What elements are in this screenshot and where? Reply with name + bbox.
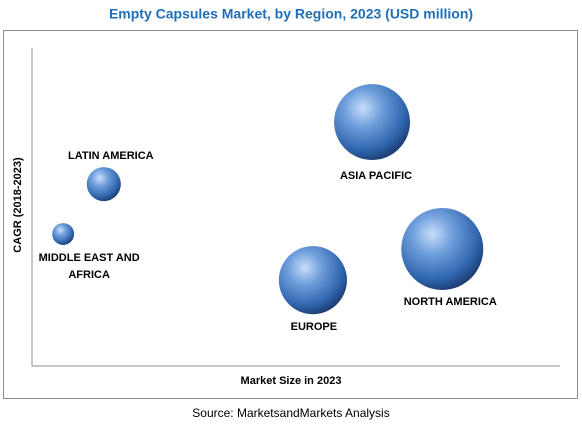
x-axis-label: Market Size in 2023 <box>241 375 342 387</box>
chart-title: Empty Capsules Market, by Region, 2023 (… <box>109 6 473 22</box>
point-label: NORTH AMERICA <box>404 296 497 308</box>
point-label: ASIA PACIFIC <box>340 170 412 182</box>
bubble <box>278 246 347 315</box>
frame <box>3 30 578 399</box>
bubble <box>52 223 75 245</box>
source-note: Source: MarketsandMarkets Analysis <box>192 406 389 420</box>
bubble <box>401 207 484 290</box>
point-label: LATIN AMERICA <box>68 150 154 162</box>
point-label: EUROPE <box>291 321 337 333</box>
point-label: MIDDLE EAST AND AFRICA <box>39 252 140 281</box>
y-axis-label: CAGR (2018-2023) <box>12 157 24 253</box>
bubble <box>334 84 410 161</box>
bubble <box>86 167 121 202</box>
